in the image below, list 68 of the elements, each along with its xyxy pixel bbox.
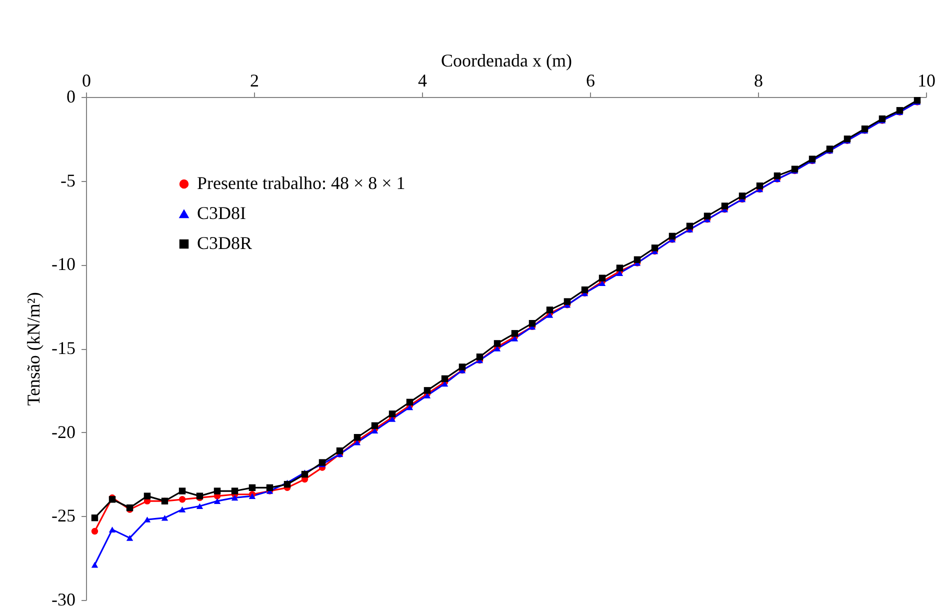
point bbox=[738, 192, 746, 200]
point bbox=[336, 447, 344, 454]
y-axis-title: Tensão (kN/m²) bbox=[24, 292, 44, 406]
x-axis-title: Coordenada x (m) bbox=[441, 50, 572, 70]
x-tick-label: 2 bbox=[250, 70, 259, 90]
point bbox=[371, 422, 378, 429]
y-tick-label: -20 bbox=[52, 422, 76, 442]
x-tick-label: 6 bbox=[586, 70, 595, 90]
point bbox=[248, 484, 256, 492]
point bbox=[178, 506, 186, 512]
point bbox=[424, 387, 431, 394]
point bbox=[301, 470, 308, 478]
y-tick-label: -15 bbox=[52, 338, 76, 358]
y-tick-label: 0 bbox=[66, 86, 76, 106]
point bbox=[231, 488, 238, 494]
point bbox=[91, 562, 98, 568]
point bbox=[686, 222, 694, 230]
point bbox=[546, 306, 554, 314]
point bbox=[494, 346, 501, 352]
point bbox=[616, 264, 624, 272]
point bbox=[598, 274, 606, 282]
legend-label: Presente trabalho: 48 × 8 × 1 bbox=[197, 173, 406, 193]
point bbox=[424, 392, 431, 398]
y-tick-label: -25 bbox=[52, 506, 76, 526]
point bbox=[581, 286, 588, 294]
point bbox=[178, 496, 186, 503]
point bbox=[388, 410, 396, 418]
y-tick-label: -30 bbox=[52, 590, 76, 610]
y-tick-label: -10 bbox=[52, 254, 76, 274]
point bbox=[144, 492, 151, 500]
x-tick-label: 8 bbox=[754, 70, 763, 90]
point bbox=[458, 364, 466, 370]
x-tick-label: 4 bbox=[418, 70, 427, 90]
point bbox=[231, 494, 238, 501]
point bbox=[91, 528, 98, 535]
point bbox=[161, 514, 168, 521]
point bbox=[108, 526, 116, 532]
legend-label: C3D8I bbox=[197, 203, 246, 223]
point bbox=[651, 244, 658, 252]
point bbox=[144, 516, 151, 522]
x-tick-label: 10 bbox=[918, 70, 936, 90]
point bbox=[126, 535, 134, 541]
point bbox=[564, 298, 571, 305]
point bbox=[178, 488, 186, 494]
point bbox=[546, 312, 554, 318]
point bbox=[494, 340, 501, 347]
point bbox=[441, 375, 448, 382]
point bbox=[756, 182, 764, 190]
point bbox=[196, 503, 204, 510]
point bbox=[388, 416, 396, 422]
point bbox=[266, 484, 274, 492]
point bbox=[721, 202, 728, 210]
point bbox=[476, 354, 484, 360]
legend-label: C3D8R bbox=[197, 233, 252, 253]
point bbox=[668, 232, 676, 240]
point bbox=[634, 256, 641, 263]
point bbox=[774, 172, 781, 180]
point bbox=[214, 488, 221, 494]
y-tick-label: -5 bbox=[60, 170, 76, 190]
point bbox=[511, 330, 518, 337]
x-tick-label: 0 bbox=[82, 70, 91, 90]
point bbox=[214, 498, 221, 504]
point bbox=[528, 320, 536, 327]
point bbox=[704, 212, 711, 220]
point bbox=[354, 434, 361, 441]
point bbox=[511, 336, 518, 342]
point bbox=[406, 398, 414, 406]
point bbox=[91, 514, 98, 522]
